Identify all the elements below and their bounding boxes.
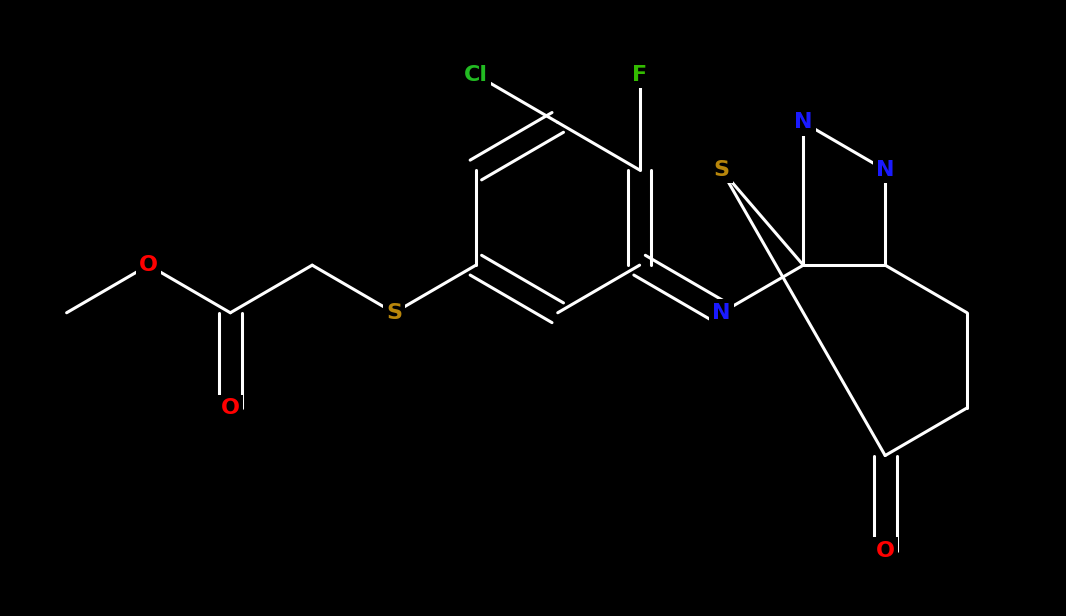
- Text: Cl: Cl: [464, 65, 488, 85]
- Text: N: N: [712, 302, 730, 323]
- Text: S: S: [386, 302, 402, 323]
- Text: O: O: [221, 398, 240, 418]
- Text: O: O: [875, 541, 894, 561]
- Text: N: N: [794, 112, 812, 132]
- Text: N: N: [876, 160, 894, 180]
- Text: S: S: [713, 160, 729, 180]
- Text: O: O: [139, 255, 158, 275]
- Text: F: F: [632, 65, 647, 85]
